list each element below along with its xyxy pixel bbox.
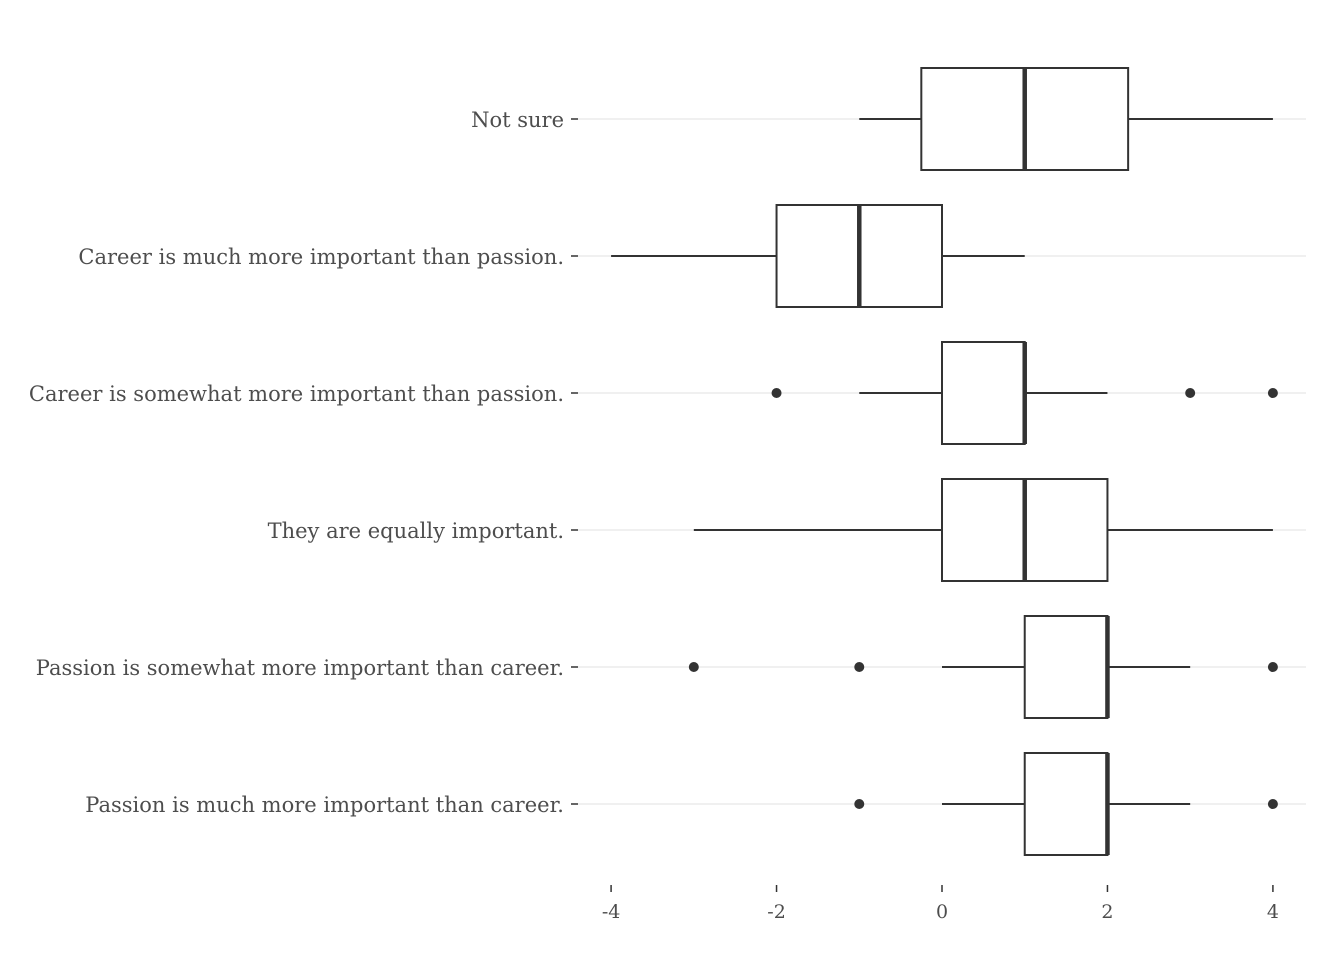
outlier-point (771, 388, 782, 398)
category-label: Career is much more important than passi… (78, 245, 564, 269)
category-label: Passion is somewhat more important than … (36, 656, 564, 680)
box-group (611, 204, 1025, 308)
box-group (859, 67, 1273, 171)
x-tick-label: 4 (1267, 901, 1279, 923)
category-label: They are equally important. (268, 519, 564, 543)
box-group (693, 478, 1273, 582)
outlier-point (1267, 662, 1278, 672)
box-group (771, 341, 1278, 445)
outlier-point (1185, 388, 1196, 398)
outlier-point (854, 799, 865, 809)
x-tick-label: -2 (767, 901, 786, 923)
box-group (854, 752, 1278, 856)
x-tick-label: 0 (936, 901, 948, 923)
category-label: Passion is much more important than care… (85, 793, 564, 817)
category-label: Not sure (471, 108, 564, 132)
x-tick-label: 2 (1101, 901, 1113, 923)
box-group (688, 615, 1278, 719)
boxes (611, 67, 1278, 856)
y-axis: Not sure Career is much more important th… (29, 108, 578, 817)
box-iqr (1023, 752, 1109, 856)
outlier-point (1267, 388, 1278, 398)
outlier-point (688, 662, 699, 672)
category-label: Career is somewhat more important than p… (29, 382, 564, 406)
x-tick-label: -4 (602, 901, 621, 923)
box-iqr (1023, 615, 1109, 719)
outlier-point (854, 662, 865, 672)
box-iqr (941, 341, 1026, 445)
x-axis: -4 -2 0 2 4 (602, 885, 1279, 923)
outlier-point (1267, 799, 1278, 809)
